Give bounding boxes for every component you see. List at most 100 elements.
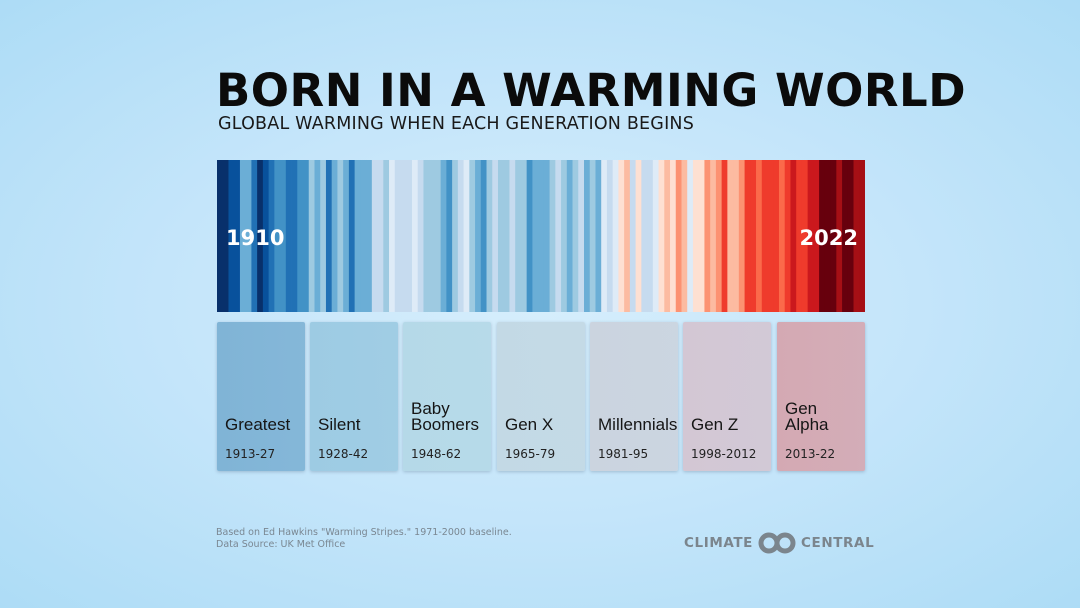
stripe-2013 [807,160,814,312]
stripe-1915 [245,160,252,312]
stripe-1940 [389,160,396,312]
stripe-2017 [830,160,837,312]
stripe-2007 [773,160,780,312]
stripe-1970 [561,160,568,312]
stripe-2000 [733,160,740,312]
stripe-1946 [423,160,430,312]
stripe-1947 [429,160,436,312]
stripe-2019 [842,160,849,312]
stripe-1954 [469,160,476,312]
footer-notes: Based on Ed Hawkins "Warming Stripes." 1… [216,527,512,551]
generation-years: 1965-79 [505,447,556,461]
stripe-1980 [618,160,625,312]
stripe-1945 [417,160,424,312]
stripe-1930 [331,160,338,312]
stripe-1988 [664,160,671,312]
stripe-2008 [778,160,786,312]
stripe-1983 [635,160,642,312]
generation-name: Greatest [225,415,291,434]
stripe-2006 [767,160,774,312]
stripe-1921 [280,160,287,312]
generation-years: 1928-42 [318,447,369,461]
stripe-1991 [681,160,688,312]
stripe-1962 [515,160,522,312]
stripe-1920 [274,160,281,312]
stripe-1961 [509,160,516,312]
stripe-1923 [291,160,298,312]
generation-years: 1913-27 [225,447,276,461]
stripe-1995 [704,160,711,312]
stripe-1927 [314,160,321,312]
stripe-1937 [371,160,378,312]
stripe-2020 [847,160,854,312]
stripe-1984 [641,160,648,312]
stripe-1999 [727,160,734,312]
stripe-1941 [394,160,401,312]
stripe-1918 [262,160,270,312]
stripe-1981 [624,160,631,312]
generation-years: 2013-22 [785,447,836,461]
stripe-1977 [601,160,608,312]
stripe-2012 [801,160,809,312]
generation-name: Gen X [505,415,554,434]
stripe-1917 [257,160,264,312]
stripe-1982 [629,160,637,312]
stripe-1993 [692,160,700,312]
baseline-note: Based on Ed Hawkins "Warming Stripes." 1… [216,527,512,538]
stripe-1952 [457,160,464,312]
stripe-1936 [366,160,373,312]
stripe-2011 [796,160,803,312]
stripe-1986 [652,160,659,312]
stripe-1968 [549,160,556,312]
stripe-2015 [819,160,826,312]
generation-name: Baby Boomers [411,399,480,434]
stripe-1953 [463,160,470,312]
stripe-1949 [440,160,447,312]
stripe-2009 [784,160,791,312]
generation-name: Gen Alpha [785,399,829,434]
stripe-2005 [761,160,768,312]
stripe-2018 [836,160,843,312]
stripe-1913 [234,160,241,312]
page-title: BORN IN A WARMING WORLD [216,64,967,117]
generation-years: 1998-2012 [691,447,757,461]
stripe-1912 [228,160,235,312]
stripe-1922 [285,160,292,312]
stripe-1974 [584,160,591,312]
stripe-1979 [612,160,619,312]
stripe-1996 [710,160,717,312]
stripe-1972 [572,160,579,312]
stripe-2016 [824,160,831,312]
stripe-1994 [698,160,705,312]
generation-card: Silent 1928-42 [310,322,398,471]
stripe-1939 [383,160,390,312]
stripe-2021 [853,160,860,312]
stripe-1960 [503,160,510,312]
end-year-label: 2022 [799,226,858,250]
stripe-1943 [406,160,413,312]
climate-central-logo: CLIMATE CENTRAL [684,532,874,554]
stripe-1950 [446,160,453,312]
stripe-1926 [308,160,315,312]
generation-card: Millennials 1981-95 [590,322,678,471]
stripe-1997 [715,160,723,312]
stripe-2004 [756,160,763,312]
stripe-1919 [268,160,275,312]
stripe-1958 [492,160,499,312]
stripe-2001 [738,160,745,312]
stripe-1975 [589,160,596,312]
stripe-1957 [486,160,493,312]
stripe-1911 [222,160,229,312]
stripe-1928 [320,160,327,312]
stripe-1959 [497,160,505,312]
stripe-1916 [251,160,258,312]
stripe-2002 [744,160,751,312]
stripe-1951 [452,160,459,312]
generation-card: Baby Boomers 1948-62 [403,322,491,471]
stripe-1931 [337,160,344,312]
stripe-1944 [411,160,419,312]
stripe-1976 [595,160,602,312]
data-source: Data Source: UK Met Office [216,539,346,550]
stripe-1955 [475,160,482,312]
stripe-1932 [343,160,350,312]
